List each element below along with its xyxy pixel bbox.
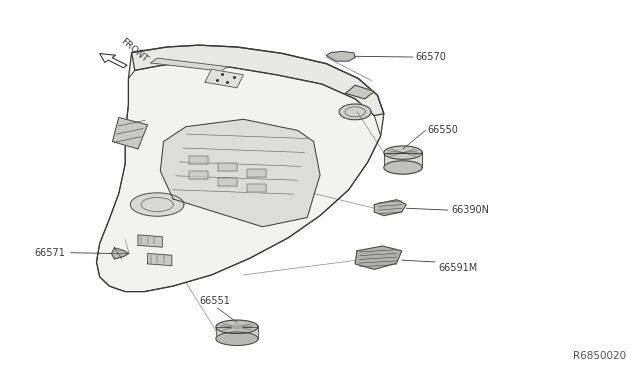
Polygon shape xyxy=(138,235,163,247)
Polygon shape xyxy=(189,171,208,179)
Polygon shape xyxy=(216,327,258,339)
Text: 66591M: 66591M xyxy=(438,263,477,273)
Polygon shape xyxy=(132,45,384,116)
Text: 66570: 66570 xyxy=(416,52,447,62)
Polygon shape xyxy=(218,163,237,171)
Polygon shape xyxy=(232,325,242,328)
Text: FRONT: FRONT xyxy=(119,37,149,64)
Polygon shape xyxy=(216,320,258,334)
Polygon shape xyxy=(205,69,243,88)
Polygon shape xyxy=(189,156,208,164)
Polygon shape xyxy=(246,169,266,177)
Polygon shape xyxy=(218,178,237,186)
Text: 66551: 66551 xyxy=(199,296,230,307)
Polygon shape xyxy=(97,45,384,292)
Polygon shape xyxy=(131,193,184,216)
Polygon shape xyxy=(161,119,320,227)
Polygon shape xyxy=(384,161,422,174)
Polygon shape xyxy=(216,332,258,346)
Text: R6850020: R6850020 xyxy=(573,351,627,361)
Polygon shape xyxy=(384,153,422,167)
Text: 66571: 66571 xyxy=(34,248,65,258)
Polygon shape xyxy=(374,200,406,216)
Text: 66390N: 66390N xyxy=(451,205,489,215)
Polygon shape xyxy=(151,58,227,71)
Text: 66550: 66550 xyxy=(428,125,458,135)
Polygon shape xyxy=(111,248,129,259)
Polygon shape xyxy=(384,146,422,159)
Polygon shape xyxy=(339,104,371,120)
Polygon shape xyxy=(326,51,355,61)
Polygon shape xyxy=(113,118,148,149)
Polygon shape xyxy=(246,184,266,192)
FancyArrow shape xyxy=(100,54,127,68)
Polygon shape xyxy=(355,246,402,269)
Polygon shape xyxy=(148,253,172,266)
Polygon shape xyxy=(346,85,374,99)
